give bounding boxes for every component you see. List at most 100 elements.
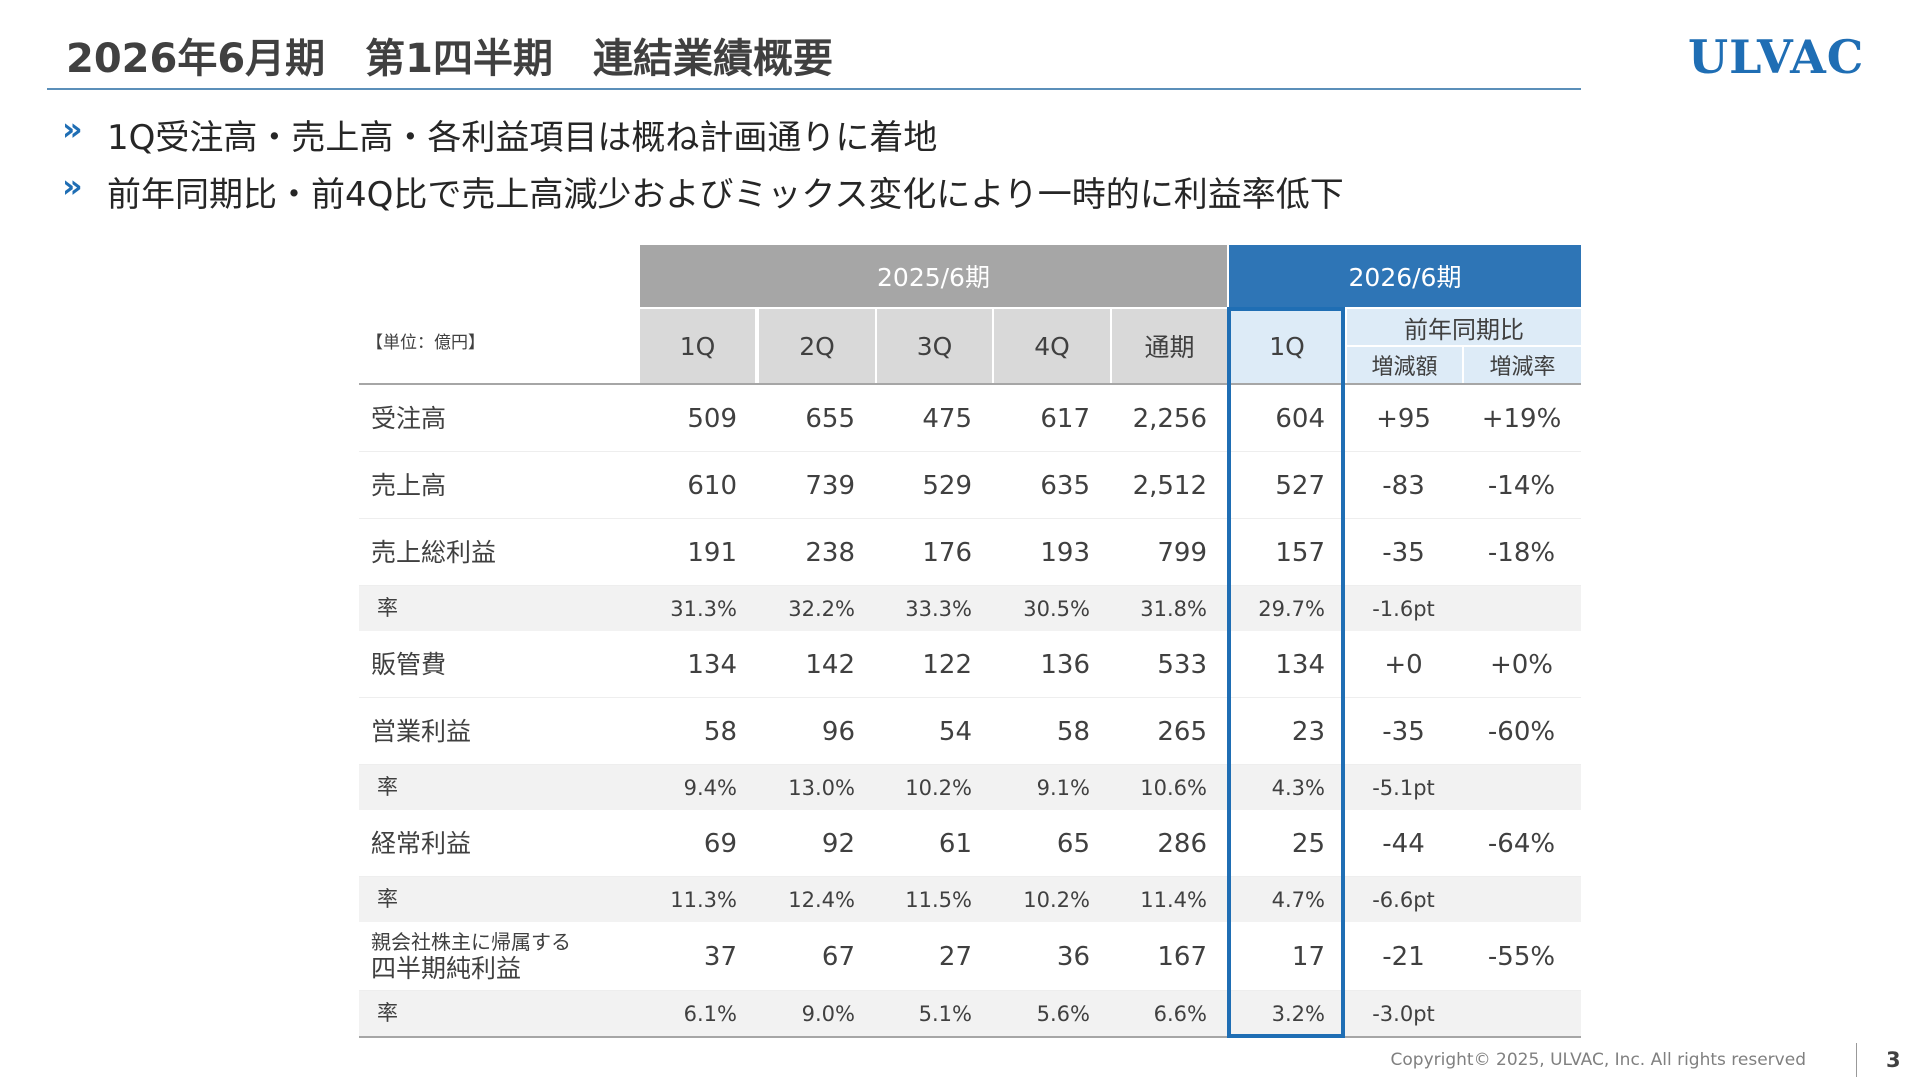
table-cell: 136 [1040,649,1090,680]
table-cell: 739 [805,470,855,501]
table-cell: 13.0% [788,775,855,800]
table-cell: 58 [1056,716,1090,747]
table-cell: 5.1% [918,1001,972,1026]
table-cell: 17 [1291,941,1325,972]
table-cell: 157 [1275,537,1325,568]
comparison-header: 前年同期比 [1347,309,1581,345]
bullet-text: 1Q受注高・売上高・各利益項目は概ね計画通りに着地 [107,118,938,158]
table-cell: +95 [1376,403,1431,434]
table-cell: 5.6% [1036,1001,1090,1026]
title-rule [47,88,1581,90]
table-cell: -44 [1382,828,1425,859]
table-cell: -5.1pt [1372,775,1435,800]
row-label: 率 [377,991,398,1036]
row-label-line: 率 [377,1000,398,1025]
row-label: 売上高 [371,452,446,519]
table-cell: 122 [922,649,972,680]
table-cell: -6.6pt [1372,887,1435,912]
table-cell: 6.6% [1153,1001,1207,1026]
table-cell: 6.1% [683,1001,737,1026]
table-cell: 655 [805,403,855,434]
table-cell: 604 [1275,403,1325,434]
row-separator [359,697,1581,698]
bottom-rule [359,1036,1581,1038]
table-cell: 30.5% [1023,596,1090,621]
table-cell: -35 [1382,537,1425,568]
unit-label: 【単位：億円】 [366,333,485,353]
table-cell: 10.2% [905,775,972,800]
table-cell: +19% [1481,403,1562,434]
table-cell: -60% [1487,716,1556,747]
row-label-line: 率 [377,595,398,620]
table-cell: 11.5% [905,887,972,912]
row-separator [359,451,1581,452]
table-cell: 527 [1275,470,1325,501]
table-cell: 92 [821,828,855,859]
row-label-line: 売上総利益 [371,537,497,567]
table-cell: -83 [1382,470,1425,501]
table-cell: -35 [1382,716,1425,747]
footer-divider [1856,1043,1857,1077]
table-cell: -21 [1382,941,1425,972]
table-cell: -3.0pt [1372,1001,1435,1026]
table-cell: 11.3% [670,887,737,912]
group-header: 2026/6期 [1229,245,1581,307]
comparison-subheader: 増減率 [1464,347,1581,383]
table-cell: 142 [805,649,855,680]
table-cell: 10.6% [1140,775,1207,800]
logo: ULVAC [1688,30,1865,84]
table-row [359,877,1581,922]
table-cell: 533 [1157,649,1207,680]
table-row [359,765,1581,810]
table-cell: 65 [1056,828,1090,859]
bullet-text: 前年同期比・前4Q比で売上高減少およびミックス変化により一時的に利益率低下 [107,175,1344,215]
table-cell: +0% [1489,649,1554,680]
row-label: 率 [377,586,398,631]
table-cell: 31.8% [1140,596,1207,621]
table-cell: 286 [1157,828,1207,859]
row-label: 率 [377,877,398,922]
table-cell: 69 [703,828,737,859]
title: 2026年6月期 第1四半期 連結業績概要 [66,36,833,82]
table-cell: 96 [821,716,855,747]
row-label-line: 経常利益 [371,828,472,858]
table-cell: 9.1% [1036,775,1090,800]
table-cell: 3.2% [1271,1001,1325,1026]
highlight-box [1227,307,1345,1038]
table-cell: 67 [821,941,855,972]
group-header: 2025/6期 [640,245,1227,307]
table-cell: 2,256 [1132,403,1207,434]
table-cell: 33.3% [905,596,972,621]
table-cell: 134 [687,649,737,680]
row-separator [359,764,1581,765]
table-cell: 4.7% [1271,887,1325,912]
table-cell: -18% [1487,537,1556,568]
row-separator [359,876,1581,877]
column-header: 2Q [759,309,875,383]
copyright: Copyright© 2025, ULVAC, Inc. All rights … [1390,1050,1806,1070]
table-cell: 238 [805,537,855,568]
bullet-icon: » [62,110,83,148]
table-cell: 193 [1040,537,1090,568]
column-header: 1Q [640,309,755,383]
table-cell: 32.2% [788,596,855,621]
row-label: 率 [377,765,398,810]
row-label-line: 売上高 [371,470,447,500]
table-cell: 31.3% [670,596,737,621]
table-cell: 23 [1291,716,1325,747]
row-label-line: 営業利益 [371,716,472,746]
table-cell: -1.6pt [1372,596,1435,621]
table-cell: 529 [922,470,972,501]
column-header: 4Q [994,309,1110,383]
comparison-subheader: 増減額 [1347,347,1462,383]
table-cell: 176 [922,537,972,568]
table-cell: 36 [1056,941,1090,972]
row-label: 受注高 [371,385,446,452]
table-cell: 37 [703,941,737,972]
table-cell: 58 [703,716,737,747]
table-cell: 25 [1291,828,1325,859]
table-cell: 617 [1040,403,1090,434]
table-cell: 610 [687,470,737,501]
table-cell: 509 [687,403,737,434]
